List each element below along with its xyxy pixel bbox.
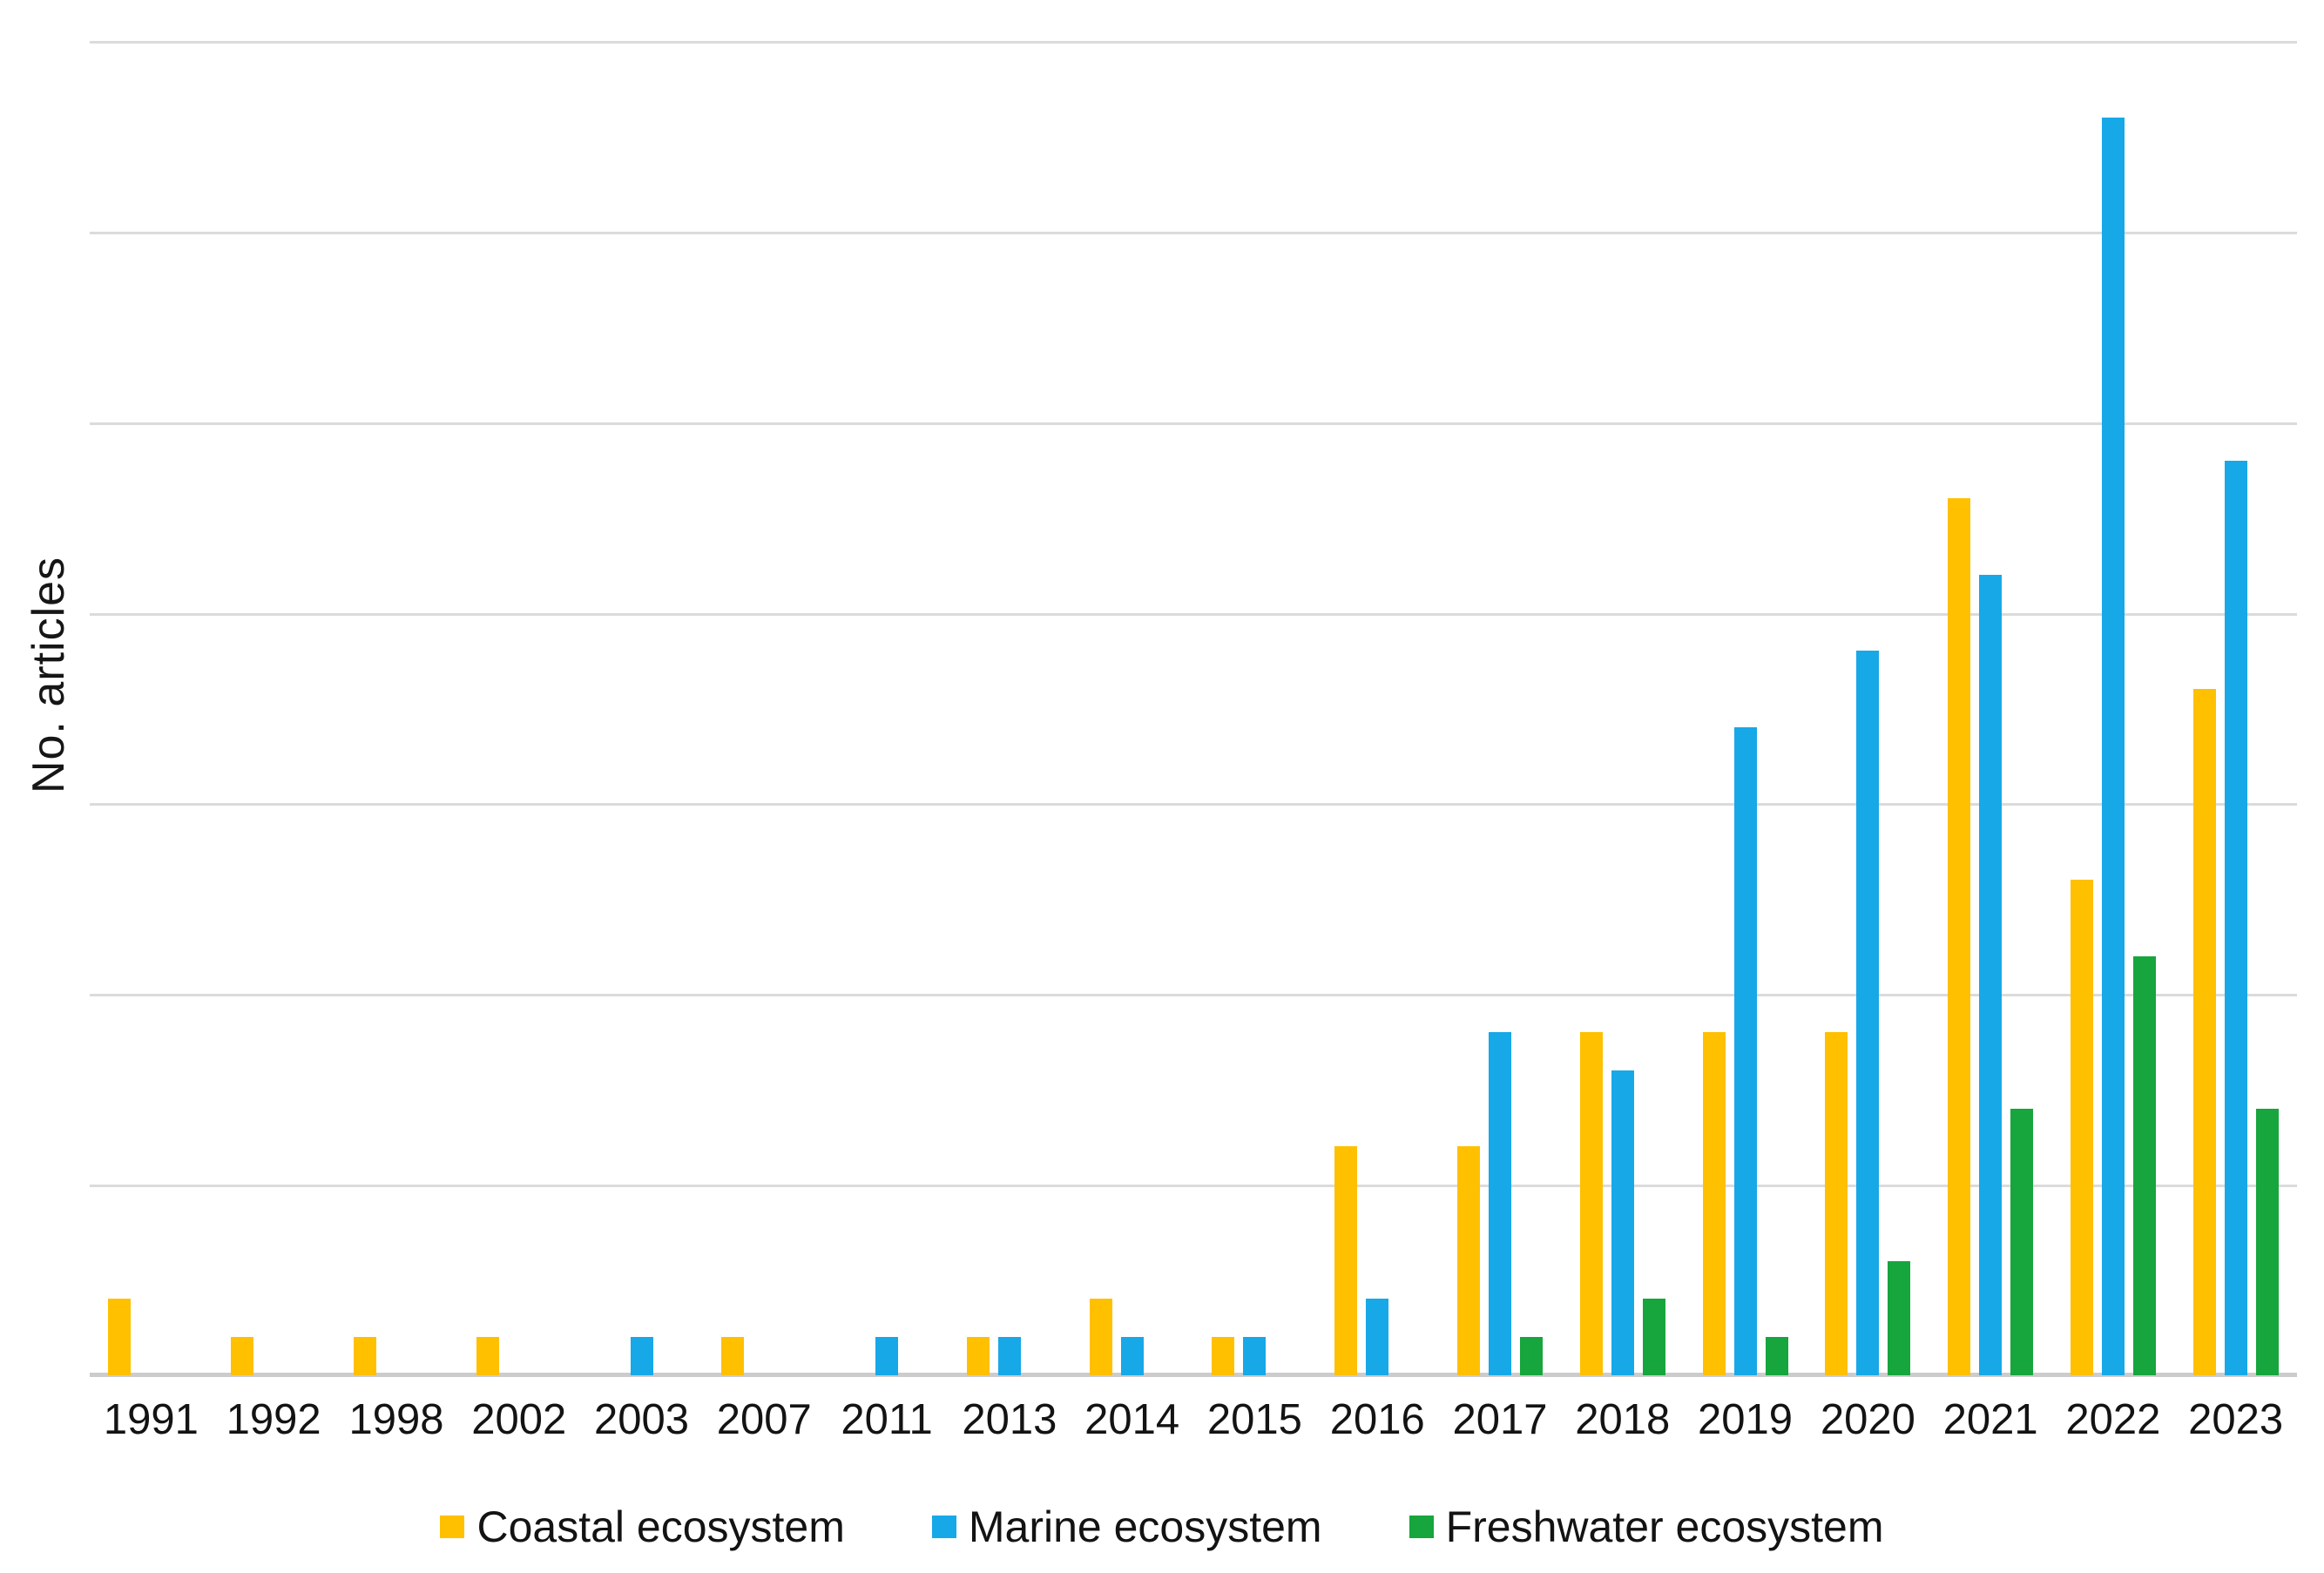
bar-group	[457, 41, 580, 1375]
bar-group	[1807, 41, 1929, 1375]
bar-group	[213, 41, 335, 1375]
x-axis-tick-label: 2021	[1942, 1396, 2038, 1443]
bar	[997, 1337, 1021, 1375]
bar-group	[948, 41, 1071, 1375]
bar-group	[2174, 41, 2297, 1375]
bar-group	[1561, 41, 1684, 1375]
bar	[1579, 1032, 1603, 1375]
bar	[1948, 498, 1971, 1375]
bar	[108, 1299, 132, 1375]
x-axis-tick-label: 2003	[594, 1396, 690, 1443]
bar	[2255, 1108, 2279, 1375]
bar-group	[2052, 41, 2175, 1375]
bar-group	[1684, 41, 1807, 1375]
bar	[2070, 879, 2093, 1375]
bar	[1765, 1337, 1788, 1375]
bar-group	[1193, 41, 1316, 1375]
legend-swatch	[931, 1516, 956, 1538]
bar	[1979, 574, 2003, 1375]
x-axis-tick-label: 2019	[1698, 1396, 1794, 1443]
bar	[353, 1337, 376, 1375]
x-axis-tick-label: 1998	[348, 1396, 444, 1443]
legend-item: Freshwater ecosystem	[1409, 1502, 1884, 1552]
legend-swatch	[440, 1516, 465, 1538]
legend-item: Marine ecosystem	[931, 1502, 1322, 1552]
bar	[476, 1337, 499, 1375]
bar-group	[335, 41, 458, 1375]
gridline	[90, 41, 2297, 44]
x-axis-tick-label: 2018	[1575, 1396, 1671, 1443]
bar	[2224, 460, 2247, 1375]
bar	[1733, 726, 1757, 1375]
gridline	[90, 1185, 2297, 1188]
plot-groups	[90, 41, 2297, 1375]
bar-group	[826, 41, 949, 1375]
bar	[2101, 117, 2125, 1375]
x-axis-tick-label: 2002	[471, 1396, 567, 1443]
x-axis-tick-label: 2023	[2188, 1396, 2284, 1443]
bar-group	[1071, 41, 1193, 1375]
bar-group	[1316, 41, 1439, 1375]
bar	[1856, 651, 1880, 1375]
bar	[1366, 1299, 1389, 1375]
x-axis-tick-label: 2015	[1206, 1396, 1302, 1443]
bar	[1212, 1337, 1235, 1375]
bar	[1642, 1299, 1665, 1375]
bar	[966, 1337, 990, 1375]
bar	[1089, 1299, 1112, 1375]
x-axis-tick-label: 2013	[962, 1396, 1057, 1443]
x-axis-tick-label: 1991	[103, 1396, 199, 1443]
x-axis-tick-label: 2007	[716, 1396, 812, 1443]
bar	[1334, 1146, 1358, 1375]
x-axis-tick-label: 2020	[1820, 1396, 1915, 1443]
x-axis-tick-label: 2017	[1452, 1396, 1548, 1443]
bar-group	[90, 41, 213, 1375]
bar	[1825, 1032, 1848, 1375]
bar	[231, 1337, 254, 1375]
gridline	[90, 422, 2297, 425]
x-axis-labels: 1991 1992 1998 2002 2003 2007 2011 2013 2014 2015…	[90, 1392, 2297, 1448]
gridline	[90, 803, 2297, 807]
x-axis-tick-label: 2022	[2065, 1396, 2161, 1443]
y-axis-label: No. articles	[24, 556, 74, 794]
gridline	[90, 231, 2297, 234]
legend-swatch	[1409, 1516, 1434, 1538]
legend: Coastal ecosystem Marine ecosystem Freshwa…	[0, 1500, 2324, 1554]
bar	[2010, 1108, 2034, 1375]
bar-group	[703, 41, 826, 1375]
x-axis-tick-label: 2014	[1084, 1396, 1180, 1443]
bar	[1888, 1260, 1911, 1375]
bar	[1488, 1032, 1511, 1375]
bar	[721, 1337, 745, 1375]
gridline	[90, 612, 2297, 616]
bar	[1120, 1337, 1144, 1375]
legend-label: Freshwater ecosystem	[1445, 1502, 1884, 1551]
bar	[1519, 1337, 1543, 1375]
bar	[630, 1337, 653, 1375]
legend-item: Coastal ecosystem	[440, 1502, 845, 1552]
legend-label: Marine ecosystem	[968, 1502, 1322, 1551]
bar-group	[580, 41, 703, 1375]
bar	[1243, 1337, 1267, 1375]
x-axis-tick-label: 1992	[226, 1396, 321, 1443]
bar	[875, 1337, 899, 1375]
bar	[2132, 955, 2156, 1375]
bar-group	[1439, 41, 1562, 1375]
x-axis-baseline	[90, 1373, 2297, 1377]
legend-label: Coastal ecosystem	[476, 1502, 845, 1551]
bar	[1702, 1032, 1726, 1375]
plot-area	[90, 41, 2297, 1377]
gridline	[90, 994, 2297, 997]
bar	[1456, 1146, 1480, 1375]
x-axis-tick-label: 2016	[1329, 1396, 1425, 1443]
bar	[1611, 1070, 1634, 1375]
bar-group	[1929, 41, 2052, 1375]
x-axis-tick-label: 2011	[841, 1396, 933, 1443]
bar	[2192, 689, 2216, 1375]
